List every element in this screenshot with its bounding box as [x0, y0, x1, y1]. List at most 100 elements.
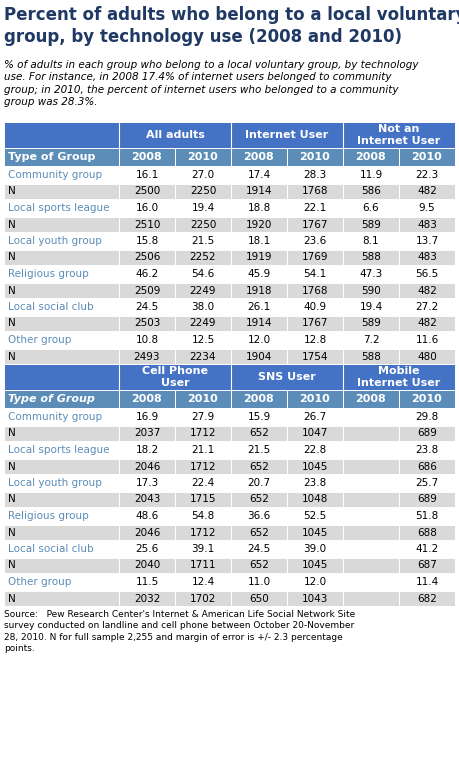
Bar: [119, 217, 175, 232]
Bar: [119, 265, 175, 283]
Bar: [399, 199, 455, 217]
Bar: [343, 426, 399, 441]
Text: 2010: 2010: [412, 394, 442, 404]
Bar: [231, 184, 287, 199]
Bar: [343, 217, 399, 232]
Text: 17.3: 17.3: [135, 478, 159, 488]
Bar: [343, 298, 399, 316]
Bar: [119, 459, 175, 474]
Bar: [287, 591, 343, 606]
Text: 54.6: 54.6: [191, 269, 215, 279]
Bar: [231, 265, 287, 283]
Text: 29.8: 29.8: [415, 412, 439, 422]
Text: Community group: Community group: [8, 412, 102, 422]
Bar: [119, 364, 231, 390]
Text: 48.6: 48.6: [135, 511, 159, 521]
Text: 1768: 1768: [302, 285, 328, 295]
Bar: [231, 148, 287, 166]
Text: 22.3: 22.3: [415, 170, 439, 180]
Bar: [4, 573, 119, 591]
Text: N: N: [8, 428, 16, 438]
Bar: [287, 199, 343, 217]
Text: 12.5: 12.5: [191, 335, 215, 345]
Bar: [231, 408, 287, 426]
Bar: [4, 217, 119, 232]
Text: 652: 652: [249, 462, 269, 472]
Bar: [175, 184, 231, 199]
Text: Community group: Community group: [8, 170, 102, 180]
Text: Percent of adults who belong to a local voluntary
group, by technology use (2008: Percent of adults who belong to a local …: [4, 6, 459, 46]
Text: 483: 483: [417, 253, 437, 263]
Bar: [119, 148, 175, 166]
Text: 2250: 2250: [190, 186, 216, 197]
Text: 11.6: 11.6: [415, 335, 439, 345]
Bar: [343, 122, 455, 148]
Text: 24.5: 24.5: [135, 302, 159, 312]
Bar: [175, 265, 231, 283]
Text: Cell Phone
User: Cell Phone User: [142, 366, 208, 388]
Bar: [175, 441, 231, 459]
Text: 588: 588: [361, 351, 381, 361]
Text: N: N: [8, 528, 16, 538]
Text: Local youth group: Local youth group: [8, 478, 102, 488]
Text: 2010: 2010: [188, 152, 218, 162]
Bar: [4, 540, 119, 558]
Text: 38.0: 38.0: [191, 302, 214, 312]
Text: 27.9: 27.9: [191, 412, 215, 422]
Text: N: N: [8, 594, 16, 604]
Bar: [4, 122, 119, 148]
Text: 17.4: 17.4: [247, 170, 271, 180]
Text: Source:   Pew Research Center's Internet & American Life Social Network Site
sur: Source: Pew Research Center's Internet &…: [4, 610, 355, 653]
Text: 18.2: 18.2: [135, 445, 159, 455]
Bar: [175, 591, 231, 606]
Bar: [4, 265, 119, 283]
Bar: [231, 540, 287, 558]
Bar: [119, 232, 175, 250]
Text: 12.8: 12.8: [303, 335, 327, 345]
Bar: [4, 148, 119, 166]
Bar: [119, 184, 175, 199]
Bar: [119, 166, 175, 184]
Bar: [399, 492, 455, 507]
Text: 2252: 2252: [190, 253, 216, 263]
Text: 2037: 2037: [134, 428, 160, 438]
Bar: [287, 265, 343, 283]
Text: 27.0: 27.0: [191, 170, 214, 180]
Bar: [119, 122, 231, 148]
Bar: [175, 316, 231, 331]
Bar: [175, 199, 231, 217]
Text: 18.8: 18.8: [247, 203, 271, 213]
Bar: [399, 459, 455, 474]
Text: 1920: 1920: [246, 219, 272, 229]
Bar: [399, 349, 455, 364]
Bar: [119, 540, 175, 558]
Bar: [175, 573, 231, 591]
Text: 9.5: 9.5: [419, 203, 435, 213]
Text: 1768: 1768: [302, 186, 328, 197]
Text: 2010: 2010: [412, 152, 442, 162]
Text: All adults: All adults: [146, 130, 204, 140]
Text: 688: 688: [417, 528, 437, 538]
Bar: [175, 408, 231, 426]
Text: 2509: 2509: [134, 285, 160, 295]
Text: 2234: 2234: [190, 351, 216, 361]
Bar: [399, 298, 455, 316]
Bar: [399, 441, 455, 459]
Text: 11.5: 11.5: [135, 577, 159, 587]
Text: 2008: 2008: [244, 152, 274, 162]
Text: Local sports league: Local sports league: [8, 445, 110, 455]
Text: 22.4: 22.4: [191, 478, 215, 488]
Text: 586: 586: [361, 186, 381, 197]
Text: 54.8: 54.8: [191, 511, 215, 521]
Bar: [4, 474, 119, 492]
Text: 21.5: 21.5: [247, 445, 271, 455]
Text: SNS User: SNS User: [258, 372, 316, 382]
Bar: [119, 525, 175, 540]
Text: 13.7: 13.7: [415, 236, 439, 246]
Text: 27.2: 27.2: [415, 302, 439, 312]
Text: 24.5: 24.5: [247, 544, 271, 554]
Text: 2500: 2500: [134, 186, 160, 197]
Bar: [287, 573, 343, 591]
Text: N: N: [8, 285, 16, 295]
Text: Local sports league: Local sports league: [8, 203, 110, 213]
